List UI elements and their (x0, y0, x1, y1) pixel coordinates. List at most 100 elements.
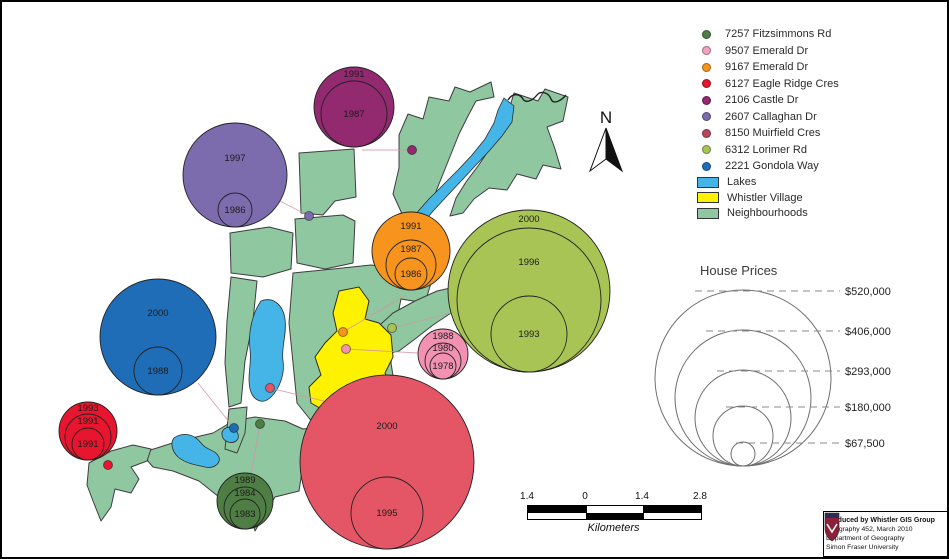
symbol-circle (350, 476, 424, 550)
north-arrow-left-half-icon (588, 127, 607, 173)
legend-item-label: 7257 Fitzsimmons Rd (725, 28, 832, 41)
scale-bar-segment (586, 506, 643, 513)
scale-bar-graphic (527, 505, 702, 520)
lake-small-lakes (171, 433, 220, 468)
location-dot (229, 423, 239, 433)
year-label: 1991 (400, 221, 421, 232)
year-label: 1991 (77, 439, 98, 450)
year-label: 1983 (234, 509, 255, 520)
price-label: $520,000 (845, 286, 891, 298)
scale-bar-unit: Kilometers (587, 522, 640, 534)
legend-point-icon (702, 29, 711, 39)
lake-alta-lake (248, 299, 286, 402)
connector-line (345, 348, 419, 354)
neighbourhood-polygon (224, 276, 258, 408)
price-legend-title: House Prices (700, 263, 778, 278)
scale-bar-segment (643, 512, 701, 519)
legend-item-label: 8150 Muirfield Cres (725, 127, 821, 140)
price-circle (694, 369, 792, 467)
scale-bar: Kilometers 1.4 0 1.4 2.8 (520, 491, 711, 537)
scale-bar-row-top (528, 506, 701, 513)
symbol-circle (229, 498, 261, 530)
price-circle (730, 441, 756, 467)
sfu-crest-icon (824, 512, 840, 542)
price-circle (712, 405, 774, 467)
legend-point-icon (702, 62, 711, 72)
legend-swatch-icon (697, 207, 719, 219)
scale-tick-label: 0 (582, 491, 588, 502)
year-label: 1991 (77, 416, 98, 427)
legend-item: 2607 Callaghan Dr (697, 109, 839, 126)
neighbourhood-polygon (86, 444, 152, 522)
legend-item: 8150 Muirfield Cres (697, 125, 839, 142)
year-label: 1991 (343, 69, 364, 80)
scale-bar-segment (643, 506, 701, 513)
credit-line-2: Geography 452, March 2010 (826, 526, 913, 533)
location-dot (103, 460, 113, 470)
legend-point-icon (702, 161, 711, 171)
legend-point-icon (702, 95, 711, 105)
location-dot (255, 419, 265, 429)
year-label: 1989 (234, 475, 255, 486)
connector-line (250, 423, 261, 475)
location-dot (265, 383, 275, 393)
year-label: 1993 (518, 329, 539, 340)
north-arrow: N (588, 108, 624, 173)
price-label: $67,500 (845, 438, 885, 450)
location-dot (387, 323, 397, 333)
scale-bar-segment (528, 506, 586, 513)
neighbourhood-polygon (298, 148, 357, 216)
symbol-circle (71, 427, 105, 461)
price-label: $293,000 (845, 366, 891, 378)
scale-bar-segment (528, 512, 586, 519)
legend-point-icon (702, 79, 711, 89)
legend-item: 2221 Gondola Way (697, 158, 839, 175)
connector-line (269, 387, 325, 402)
legend-item: 6312 Lorimer Rd (697, 142, 839, 159)
connector-line (342, 294, 407, 333)
price-circle (654, 289, 832, 467)
legend-item: 9167 Emerald Dr (697, 59, 839, 76)
price-circle (674, 329, 812, 467)
symbol-circle (320, 80, 388, 148)
legend-item-label: 2607 Callaghan Dr (725, 110, 817, 123)
legend-swatch-icon (697, 192, 719, 204)
river-line (507, 91, 567, 103)
year-label: 1995 (376, 508, 397, 519)
proportional-symbols: 1991 1987 1997 1986 1991 1987 1986 2000 1996 1993… (58, 66, 611, 550)
symbol-circle (429, 352, 457, 380)
year-label: 1986 (400, 269, 421, 280)
neighbourhood-polygon (449, 88, 569, 217)
legend-area-item: Lakes (697, 175, 839, 191)
symbol-circle (394, 257, 428, 291)
legend-item: 9507 Emerald Dr (697, 43, 839, 60)
scale-bar-row-bottom (528, 512, 701, 519)
legend-area-item: Whistler Village (697, 190, 839, 206)
price-label: $180,000 (845, 402, 891, 414)
year-label: 1987 (400, 244, 421, 255)
price-legend-circles: $520,000 $406,000 $293,000 $180,000 $67,500 (654, 286, 891, 467)
legend-item-label: 6312 Lorimer Rd (725, 143, 807, 156)
year-label: 1984 (234, 488, 255, 499)
location-dot (407, 145, 417, 155)
legend-area-item: Neighbourhoods (697, 206, 839, 222)
legend-item-label: 9507 Emerald Dr (725, 44, 809, 57)
legend-item-label: 6127 Eagle Ridge Cres (725, 77, 839, 90)
legend-swatch-icon (697, 176, 719, 188)
map-legend: 7257 Fitzsimmons Rd 9507 Emerald Dr 9167 E… (697, 26, 839, 221)
legend-point-icon (702, 145, 711, 155)
year-label: 1996 (518, 257, 539, 268)
year-label: 1980 (432, 343, 453, 354)
connector-lines (99, 149, 452, 475)
north-arrow-right-half-icon (605, 127, 624, 173)
legend-area-label: Whistler Village (727, 191, 803, 204)
legend-item-label: 2221 Gondola Way (725, 160, 819, 173)
year-label: 1986 (224, 205, 245, 216)
symbol-circle (217, 192, 253, 228)
credits-box: Produced by Whistler GIS Group Geography… (823, 511, 947, 557)
credit-line-1: Produced by Whistler GIS Group (826, 517, 935, 524)
year-label: 1997 (224, 153, 245, 164)
legend-item: 6127 Eagle Ridge Cres (697, 76, 839, 93)
